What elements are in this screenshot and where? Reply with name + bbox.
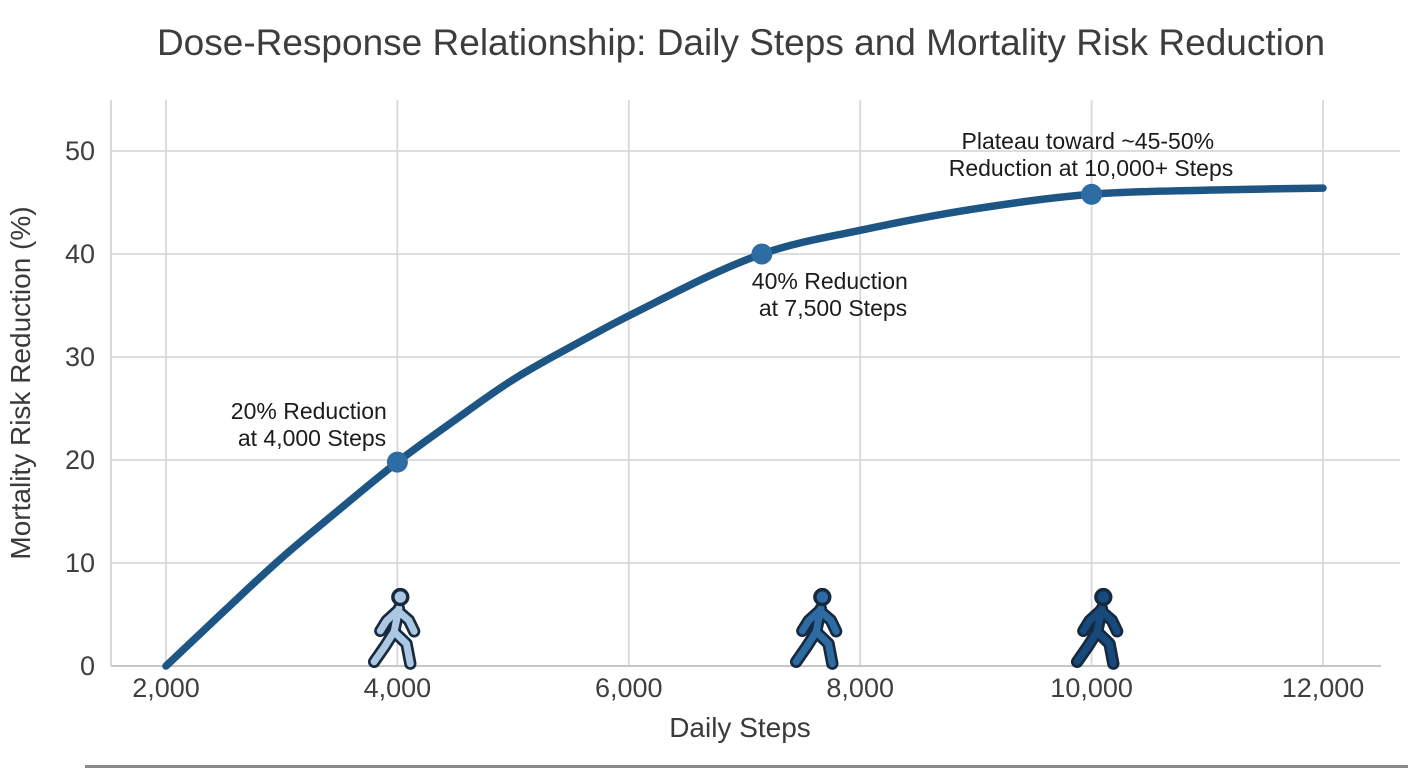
- annotation-4000-steps: 20% Reduction at 4,000 Steps: [231, 398, 393, 451]
- data-point-marker: [386, 451, 408, 473]
- x-tick-2000: 2,000: [132, 673, 200, 703]
- y-tick-30: 30: [65, 342, 95, 372]
- x-tick-4000: 4,000: [364, 673, 432, 703]
- y-tick-0: 0: [80, 651, 95, 681]
- y-tick-40: 40: [65, 239, 95, 269]
- data-point-marker: [1081, 183, 1103, 205]
- bottom-edge-strip: [85, 765, 1408, 768]
- annotations: 20% Reduction at 4,000 Steps 40% Reducti…: [231, 128, 1233, 451]
- annotation-plateau: Plateau toward ~45-50% Reduction at 10,0…: [949, 128, 1234, 181]
- walking-person-icon-light: [374, 590, 414, 664]
- x-tick-10000: 10,000: [1050, 673, 1133, 703]
- walking-person-icon-medium: [796, 590, 836, 664]
- x-axis-label: Daily Steps: [669, 712, 811, 743]
- walking-person-icon-dark: [1077, 590, 1117, 664]
- x-tick-6000: 6,000: [595, 673, 663, 703]
- data-point-markers: [386, 183, 1103, 473]
- y-tick-20: 20: [65, 445, 95, 475]
- x-tick-12000: 12,000: [1282, 673, 1365, 703]
- chart-title: Dose-Response Relationship: Daily Steps …: [157, 22, 1325, 63]
- dose-response-curve: [162, 184, 1327, 670]
- data-point-marker: [751, 243, 773, 265]
- horizontal-gridlines: [111, 150, 1400, 564]
- y-tick-50: 50: [65, 136, 95, 166]
- x-tick-labels: 2,000 4,000 6,000 8,000 10,000 12,000: [132, 673, 1364, 703]
- annotation-7500-steps: 40% Reduction at 7,500 Steps: [752, 268, 914, 321]
- x-tick-8000: 8,000: [826, 673, 894, 703]
- walker-icons: [374, 590, 1117, 664]
- y-tick-10: 10: [65, 548, 95, 578]
- vertical-gridlines: [165, 100, 1324, 666]
- y-tick-labels: 0 10 20 30 40 50: [65, 136, 95, 681]
- y-axis-label: Mortality Risk Reduction (%): [5, 206, 36, 559]
